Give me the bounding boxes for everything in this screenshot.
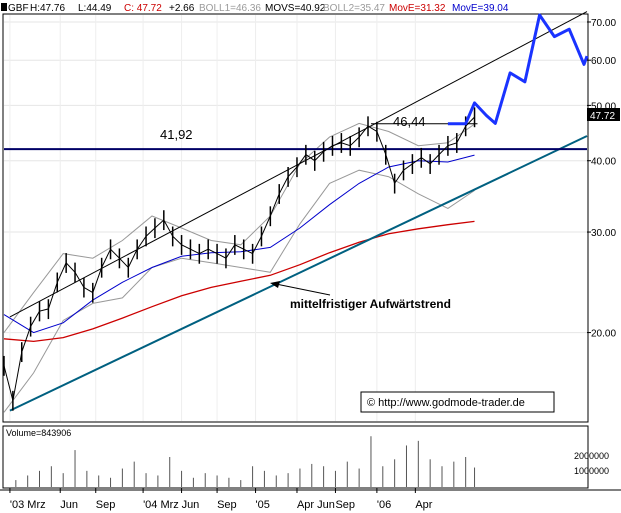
projection-line <box>447 13 589 126</box>
last-price-value: 47.72 <box>590 111 615 122</box>
volume-bars <box>15 436 476 487</box>
main-plot-frame <box>2 13 589 423</box>
header-ticker: GBF <box>8 3 29 14</box>
header-change: +2.66 <box>169 3 195 14</box>
header-marker-icon <box>1 3 7 11</box>
volume-tick-1m: 1000000 <box>574 466 609 476</box>
last-price-frame <box>587 108 620 121</box>
price-bars <box>3 107 476 411</box>
header-move-red: MovE=31.32 <box>389 3 446 14</box>
header-boll1: BOLL1=46.36 <box>199 3 261 14</box>
series-line-movs <box>3 154 475 334</box>
y-axis-ticks: 70.00 60.00 50.00 40.00 30.00 20.00 <box>587 18 616 340</box>
copyright-text: © http://www.godmode-trader.de <box>367 397 525 409</box>
series-line-move <box>3 220 475 343</box>
header-movs: MOVS=40.92 <box>265 3 326 14</box>
series-line-boll2 <box>3 169 475 413</box>
y-tick-label: 60.00 <box>591 56 616 67</box>
header-move-blue: MovE=39.04 <box>452 3 509 14</box>
trend-line-lower <box>9 135 588 412</box>
x-tick-label: Sep <box>217 499 237 511</box>
header-legend: GBF H:47.76 L:44.49 C: 47.72 +2.66 BOLL1… <box>1 3 509 14</box>
copyright-box: © http://www.godmode-trader.de <box>360 391 555 413</box>
x-tick-label: '03 Mrz <box>10 499 46 511</box>
y-tick-label: 20.00 <box>591 329 616 340</box>
trend-arrow-line <box>275 283 331 296</box>
projection-layer <box>447 13 589 126</box>
x-axis-ticks: '03 Mrz Jun Sep '04 Mrz Jun Sep '05 Apr Jun Sep '… <box>9 488 433 511</box>
header-high: H:47.76 <box>30 3 65 14</box>
volume-tick-2m: 2000000 <box>574 451 609 461</box>
y-tick-label: 40.00 <box>591 157 616 168</box>
header-low: L:44.49 <box>78 3 112 14</box>
series-lines <box>3 122 475 413</box>
price-line <box>3 116 475 401</box>
last-price-box: 47.72 <box>587 108 620 122</box>
volume-label: Volume=843906 <box>6 428 71 438</box>
x-tick-label: '06 <box>377 499 391 511</box>
x-tick-label: Apr <box>415 499 432 511</box>
resistance-label-left: 41,92 <box>160 127 193 142</box>
y-tick-label: 50.00 <box>591 101 616 112</box>
trend-label: mittelfristiger Aufwärtstrend <box>290 297 451 311</box>
copyright-frame <box>360 391 555 413</box>
x-tick-label: Jun <box>182 499 200 511</box>
x-tick-label: '05 <box>256 499 270 511</box>
header-boll2: BOLL2=35.47 <box>323 3 385 14</box>
x-tick-label: Jun <box>60 499 78 511</box>
y-tick-label: 70.00 <box>591 18 616 29</box>
series-line-boll1 <box>3 122 475 333</box>
x-tick-label: Apr Jun <box>297 499 335 511</box>
x-tick-label: Sep <box>96 499 116 511</box>
trend-annotation: mittelfristiger Aufwärtstrend <box>270 281 451 311</box>
y-tick-label: 30.00 <box>591 228 616 239</box>
resistance-label-right: 46,44 <box>393 114 426 129</box>
header-close: C: 47.72 <box>124 3 162 14</box>
trend-arrow-icon <box>270 281 280 288</box>
volume-plot-frame <box>2 425 589 489</box>
x-tick-label: '04 Mrz <box>143 499 179 511</box>
x-tick-label: Sep <box>335 499 355 511</box>
